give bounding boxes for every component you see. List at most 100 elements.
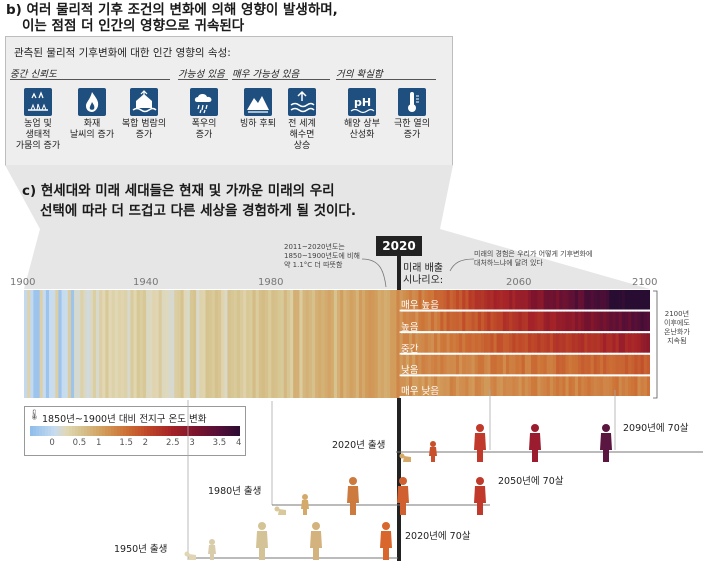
scenario-year-stripe [624, 333, 629, 353]
right-note: 2100년 이후에도 온난화가 지속됨 [664, 310, 690, 346]
scenario-separator [399, 352, 650, 355]
observed-year-stripe [155, 290, 160, 398]
legend-swatch [210, 426, 214, 436]
note-line: 이후에도 [664, 319, 690, 327]
scenario-year-stripe [424, 290, 429, 310]
legend-swatch [117, 426, 121, 436]
legend-swatch [204, 426, 208, 436]
observed-year-stripe [108, 290, 113, 398]
scenario-year-stripe [418, 311, 423, 332]
child-figure [301, 494, 309, 515]
scenario-year-stripe [543, 311, 548, 332]
scenario-year-stripe [537, 311, 542, 332]
observed-year-stripe [177, 290, 182, 398]
scenario-year-stripe [455, 333, 460, 353]
legend-swatch [30, 426, 34, 436]
scenario-year-stripe [430, 354, 435, 375]
scenario-year-stripe [596, 290, 601, 310]
legend-swatch [177, 426, 181, 436]
scenario-year-stripe [578, 311, 582, 332]
scenario-year-stripe [534, 311, 538, 332]
scenario-year-stripe [531, 333, 535, 353]
impact-label-line: 날씨의 증가 [69, 130, 115, 140]
impact-label-line: 증가 [195, 130, 213, 140]
legend-swatch [216, 426, 220, 436]
scenario-year-stripe [521, 354, 526, 375]
observed-year-stripe [130, 290, 135, 398]
observed-year-stripe [80, 290, 85, 398]
scenario-year-stripe [418, 376, 423, 396]
scenario-year-stripe [437, 290, 441, 310]
scenario-year-stripe [571, 333, 576, 353]
scenario-year-stripe [427, 354, 432, 375]
legend-swatch [198, 426, 202, 436]
note-line: 약 1.1°C 더 따뜻함 [284, 261, 343, 269]
note-line: 지속됨 [667, 337, 687, 345]
observed-year-stripe [42, 290, 47, 398]
scenario-year-stripe [574, 354, 579, 375]
thermometer-icon [398, 88, 426, 116]
observed-year-stripe [61, 290, 66, 398]
scenario-year-stripe [540, 311, 545, 332]
born-1980-label: 1980년 출생 [208, 486, 262, 497]
scenario-year-stripe [593, 290, 598, 310]
observed-year-stripe [99, 290, 103, 398]
scenario-year-stripe [552, 354, 557, 375]
scenario-year-stripe [618, 311, 623, 332]
section-c-heading-line1: c) 현세대와 미래 세대들은 현재 및 가까운 미래의 우리 [22, 183, 335, 199]
scenario-year-stripe [546, 376, 551, 396]
scenario-year-stripe [412, 290, 416, 310]
note-line: 1850~1900년도에 비해 [284, 252, 360, 260]
scenario-year-stripe [624, 376, 629, 396]
observed-year-stripe [261, 290, 266, 398]
scenario-year-stripe [484, 290, 488, 310]
observed-year-stripe [308, 290, 313, 398]
scenario-year-stripe [618, 333, 623, 353]
scenario-year-stripe [518, 311, 523, 332]
observed-year-stripe [249, 290, 254, 398]
scenario-year-stripe [518, 290, 523, 310]
legend-swatch [141, 426, 145, 436]
observed-year-stripe [387, 290, 391, 398]
observed-year-stripe [186, 290, 191, 398]
scenario-year-stripe [480, 290, 485, 310]
note-line: 대처하느냐에 달려 있다 [474, 259, 543, 267]
impact-label-line: 빙하 후퇴 [240, 119, 276, 129]
scenario-year-stripe [634, 333, 639, 353]
scenario-year-stripe [584, 311, 588, 332]
scenario-year-stripe [559, 333, 563, 353]
scenario-year-stripe [599, 333, 604, 353]
scenario-year-stripe [606, 333, 610, 353]
observed-year-stripe [371, 290, 376, 398]
scenario-year-stripe [443, 290, 448, 310]
legend-swatch [81, 426, 85, 436]
observed-year-stripe [327, 290, 332, 398]
legend-swatch [126, 426, 130, 436]
scenario-year-stripe [521, 290, 526, 310]
scenario-year-stripe [612, 290, 617, 310]
scenario-year-stripe [618, 376, 623, 396]
legend-swatch [93, 426, 97, 436]
impact-label-heavy-rain: 폭우의 증가 [174, 119, 234, 141]
legend-swatch [228, 426, 232, 436]
scenario-year-stripe [437, 333, 441, 353]
drought-crop-icon [24, 88, 52, 116]
scenario-year-stripe [405, 311, 410, 332]
scenario-year-stripe [468, 290, 473, 310]
scenario-year-stripe [443, 333, 448, 353]
scenario-year-stripe [424, 333, 429, 353]
scenario-year-stripe [499, 354, 504, 375]
scenario-year-stripe [603, 376, 607, 396]
tick-2100: 2100 [632, 277, 658, 288]
observed-year-stripe [111, 290, 116, 398]
observed-year-stripe [139, 290, 144, 398]
scenario-year-stripe [449, 311, 454, 332]
scenario-year-stripe [496, 354, 501, 375]
scenario-year-stripe [415, 376, 419, 396]
scenario-year-stripe [427, 290, 432, 310]
scenario-separator [399, 309, 650, 312]
observed-year-stripe [277, 290, 282, 398]
category-likely: 가능성 있음 [178, 69, 225, 80]
scenario-year-stripe [612, 376, 617, 396]
legend-swatch [225, 426, 229, 436]
